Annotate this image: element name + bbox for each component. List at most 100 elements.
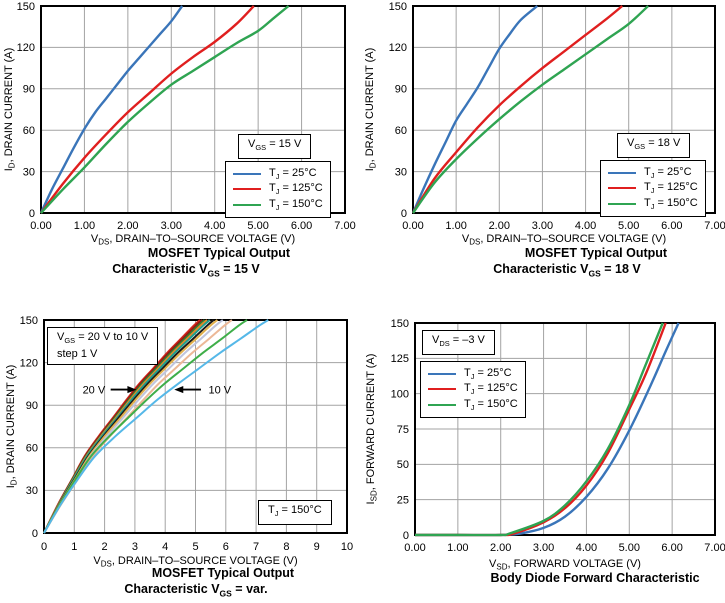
annotation-text: VGS = 20 V to 10 V	[57, 331, 149, 346]
legend-label: TJ = 125°C	[269, 182, 323, 197]
plot-area: 0.00 1.00 2.00 3.00 4.00 5.00 6.00 7.00 0 30 60 90 1…	[364, 1, 725, 247]
x-tick-label: 7	[253, 541, 259, 553]
x-tick-label: 4.00	[576, 542, 597, 554]
y-tick-label: 75	[397, 424, 409, 436]
annotation-box-v-gs-18-v: VGS = 18 V	[617, 133, 691, 158]
x-tick-label: 5.00	[619, 542, 640, 554]
x-tick-label: 1.00	[74, 220, 95, 232]
arrow-label: 10 V	[209, 385, 232, 397]
x-tick-label: 8	[283, 541, 289, 553]
chart-caption: MOSFET Typical Output Characteristic VGS …	[363, 245, 725, 282]
legend: TJ = 25°C TJ = 125°C TJ = 150°C	[420, 361, 526, 418]
curve-tj-150c	[412, 5, 649, 214]
y-tick-label: 150	[391, 318, 409, 330]
x-tick-label: 5	[192, 541, 198, 553]
y-axis-tick-labels: 0 30 60 90 120 150	[17, 1, 35, 220]
plot-border	[412, 5, 716, 214]
annotation-text: VGS = 18 V	[627, 137, 681, 152]
chart-caption: Body Diode Forward Characteristic	[363, 570, 725, 586]
x-tick-label: 4.00	[575, 220, 596, 232]
legend-line-swatch	[428, 403, 456, 406]
legend-label: TJ = 150°C	[644, 196, 698, 211]
x-axis-tick-labels: 0.00 1.00 2.00 3.00 4.00 5.00 6.00 7.00	[30, 220, 355, 232]
chart-caption-line: Characteristic VGS = 18 V	[493, 262, 641, 279]
y-tick-label: 125	[391, 353, 409, 365]
legend-line-swatch	[608, 187, 636, 190]
y-tick-label: 90	[23, 84, 35, 96]
annotation-box-t-j-150-c: TJ = 150°C	[258, 500, 332, 525]
y-tick-label: 25	[397, 494, 409, 506]
y-tick-label: 120	[389, 42, 407, 54]
y-tick-label: 90	[26, 400, 38, 412]
y-axis-tick-labels: 0 30 60 90 120 150	[20, 315, 38, 540]
annotation-box-v-ds-3-v: VDS = –3 V	[422, 330, 495, 355]
x-tick-label: 2	[102, 541, 108, 553]
chart-mosfet-output-vgs-15: 0.00 1.00 2.00 3.00 4.00 5.00 6.00 7.00 0 30 60 90 1…	[0, 0, 363, 300]
legend-label: TJ = 25°C	[464, 366, 512, 381]
legend-item: TJ = 150°C	[233, 197, 323, 213]
y-axis-title: ID, DRAIN CURRENT (A)	[364, 48, 378, 172]
legend: TJ = 25°C TJ = 125°C TJ = 150°C	[225, 161, 331, 218]
curve-10-v	[43, 319, 269, 534]
legend-label: TJ = 125°C	[464, 382, 518, 397]
chart-caption: MOSFET Typical Output Characteristic VGS …	[0, 245, 363, 282]
x-tick-label: 3.00	[533, 542, 554, 554]
chart-caption-line: MOSFET Typical Output	[151, 566, 295, 580]
legend-line-swatch	[233, 203, 261, 206]
curve-tj-150c	[415, 322, 664, 537]
x-tick-label: 5.00	[247, 220, 268, 232]
x-tick-label: 4.00	[204, 220, 225, 232]
y-tick-label: 0	[403, 530, 409, 542]
x-axis-tick-labels: 0.00 1.00 2.00 3.00 4.00 5.00 6.00 7.00	[404, 542, 725, 554]
x-tick-label: 1.00	[447, 542, 468, 554]
legend-label: TJ = 25°C	[269, 166, 317, 181]
x-axis-title: VDS, DRAIN–TO–SOURCE VOLTAGE (V)	[462, 233, 666, 247]
chart-caption-line: MOSFET Typical Output	[147, 246, 291, 260]
legend-item: TJ = 125°C	[608, 181, 698, 197]
curve-tj-25c	[39, 5, 184, 214]
x-tick-label: 7.00	[704, 220, 725, 232]
y-tick-label: 60	[23, 125, 35, 137]
x-axis-tick-labels: 0 1 2 3 4 5 6 7 8 9 10	[41, 541, 353, 553]
legend-label: TJ = 150°C	[269, 197, 323, 212]
legend-item: TJ = 150°C	[608, 196, 698, 212]
y-tick-label: 0	[32, 528, 38, 540]
chart-mosfet-output-vgs-var: 0 1 2 3 4 5 6 7 8 9 10 0 30 60 90 120 150 VDS, DRAIN–TO–S…	[0, 300, 363, 603]
y-axis-tick-labels: 0 25 50 75 100 125 150	[391, 318, 409, 542]
y-tick-label: 0	[401, 208, 407, 220]
annotation-text: VGS = 15 V	[248, 138, 302, 153]
plot-area: 0.00 1.00 2.00 3.00 4.00 5.00 6.00 7.00 0 30 60 90 1…	[3, 1, 356, 247]
y-tick-label: 90	[395, 84, 407, 96]
y-tick-label: 60	[26, 443, 38, 455]
x-tick-label: 6.00	[661, 220, 682, 232]
curve-tj-25c	[411, 5, 539, 214]
x-tick-label: 0.00	[30, 220, 51, 232]
x-tick-label: 0	[41, 541, 47, 553]
x-tick-label: 2.00	[489, 220, 510, 232]
annotation-text: VDS = –3 V	[432, 334, 485, 349]
x-tick-label: 7.00	[334, 220, 355, 232]
y-tick-label: 30	[23, 166, 35, 178]
x-tick-label: 2.00	[490, 542, 511, 554]
x-tick-label: 1	[71, 541, 77, 553]
x-tick-label: 3.00	[161, 220, 182, 232]
y-tick-label: 60	[395, 125, 407, 137]
x-tick-label: 7.00	[704, 542, 725, 554]
curve-tj-150c	[40, 5, 290, 214]
y-tick-label: 30	[395, 166, 407, 178]
y-tick-label: 0	[29, 208, 35, 220]
legend-line-swatch	[608, 171, 636, 174]
legend-item: TJ = 125°C	[233, 182, 323, 198]
curves	[43, 319, 269, 534]
x-tick-label: 6	[223, 541, 229, 553]
annotation-text: step 1 V	[57, 347, 98, 360]
y-axis-tick-labels: 0 30 60 90 120 150	[389, 1, 407, 220]
legend-label: TJ = 150°C	[464, 397, 518, 412]
x-tick-label: 5.00	[618, 220, 639, 232]
curve-11-v	[43, 319, 248, 534]
curve-tj-125c	[411, 5, 624, 214]
x-axis-title: VDS, DRAIN–TO–SOURCE VOLTAGE (V)	[91, 233, 295, 247]
curve-tj-125c	[40, 5, 255, 214]
